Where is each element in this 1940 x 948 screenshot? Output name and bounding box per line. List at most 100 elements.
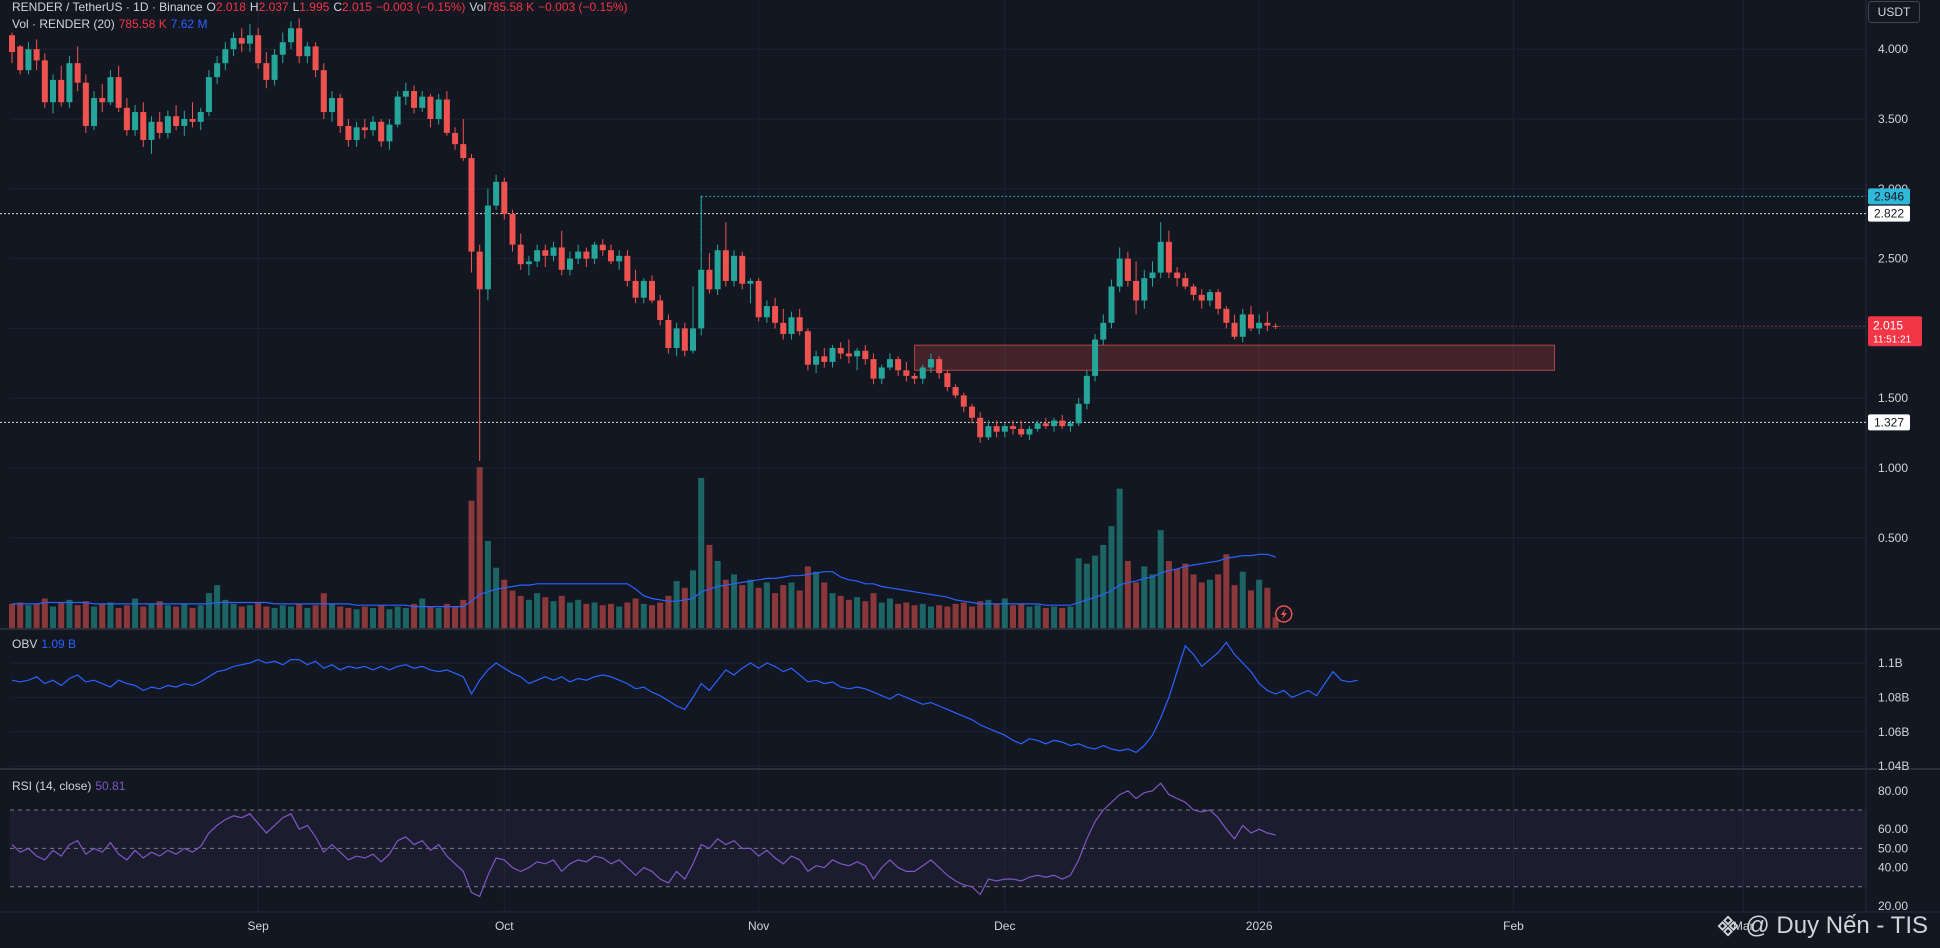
volume-bar bbox=[189, 607, 196, 628]
candle-body bbox=[624, 255, 631, 281]
candle-body bbox=[296, 28, 303, 57]
volume-bar bbox=[115, 607, 122, 628]
watermark-text: @ Duy Nến - TIS bbox=[1745, 912, 1928, 939]
volume-bar bbox=[1042, 607, 1049, 628]
volume-bar bbox=[796, 590, 803, 628]
candle-body bbox=[312, 46, 319, 71]
volume-bar bbox=[591, 602, 598, 628]
volume-bar bbox=[829, 593, 836, 628]
candle-body bbox=[246, 35, 253, 44]
volume-bar bbox=[788, 582, 795, 628]
candle-body bbox=[123, 107, 130, 131]
candle-body bbox=[936, 359, 943, 374]
candle-body bbox=[476, 251, 483, 290]
volume-bar bbox=[9, 603, 15, 628]
volume-bar bbox=[558, 595, 565, 628]
candle-body bbox=[1165, 241, 1172, 273]
candle-body bbox=[747, 280, 754, 284]
volume-bar bbox=[345, 607, 352, 628]
volume-bar bbox=[944, 606, 951, 628]
candle-body bbox=[304, 46, 311, 57]
volume-bar bbox=[599, 605, 606, 628]
volume-bar bbox=[74, 605, 81, 628]
volume-bar bbox=[534, 593, 541, 628]
candle-body bbox=[1092, 339, 1099, 376]
candle-body bbox=[156, 121, 163, 133]
volume-bar bbox=[952, 603, 959, 628]
volume-bar bbox=[1034, 605, 1041, 628]
candle-body bbox=[214, 63, 221, 78]
volume-bar bbox=[132, 598, 139, 628]
volume-indicator-value: 785.58 K bbox=[118, 17, 167, 31]
candle-body bbox=[722, 250, 729, 281]
open-label: O bbox=[206, 0, 216, 14]
candle-body bbox=[1042, 423, 1049, 427]
candle-body bbox=[911, 375, 918, 379]
candle-body bbox=[271, 54, 278, 80]
candle-body bbox=[468, 158, 475, 252]
candle-body bbox=[706, 269, 713, 290]
candle-body bbox=[813, 356, 820, 365]
volume-bar bbox=[903, 602, 910, 628]
candle-body bbox=[402, 91, 409, 97]
volume-bar bbox=[173, 606, 180, 628]
candle-body bbox=[197, 112, 204, 122]
volume-indicator-label[interactable]: Vol · RENDER (20) bbox=[12, 17, 115, 31]
rsi-label[interactable]: RSI (14, close) bbox=[12, 779, 92, 793]
low-value: 1.995 bbox=[299, 0, 330, 14]
volume-bar bbox=[1141, 566, 1148, 628]
candle-body bbox=[1001, 426, 1008, 432]
volume-bar bbox=[99, 603, 106, 628]
volume-bar bbox=[640, 603, 647, 628]
time-tick-label: Oct bbox=[495, 919, 514, 933]
candle-body bbox=[443, 99, 450, 133]
volume-bar bbox=[919, 603, 926, 628]
candle-body bbox=[616, 255, 623, 262]
watermark: @ Duy Nến - TIS bbox=[1717, 912, 1928, 940]
candle-body bbox=[33, 49, 40, 61]
candle-body bbox=[1239, 314, 1246, 337]
candle-body bbox=[173, 116, 180, 126]
volume-bar bbox=[804, 566, 811, 628]
volume-bar bbox=[58, 602, 65, 628]
candle-body bbox=[1157, 241, 1164, 273]
symbol-label[interactable]: RENDER / TetherUS · 1D · Binance bbox=[12, 0, 203, 14]
candle-body bbox=[1182, 278, 1189, 287]
volume-bar bbox=[1075, 558, 1082, 628]
volume-bar bbox=[845, 599, 852, 628]
volume-bar bbox=[1092, 555, 1099, 628]
volume-bar bbox=[517, 595, 524, 628]
rsi-line bbox=[11, 782, 1276, 898]
volume-bar bbox=[1165, 561, 1172, 628]
candle-body bbox=[189, 119, 196, 122]
volume-bar bbox=[1190, 574, 1197, 628]
candle-body bbox=[337, 98, 344, 126]
volume-bar bbox=[632, 598, 639, 628]
volume-bar bbox=[279, 605, 286, 628]
candle-body bbox=[952, 387, 959, 396]
volume-bar bbox=[1231, 585, 1238, 628]
candle-body bbox=[977, 417, 984, 438]
volume-bar bbox=[1010, 605, 1017, 628]
lightning-glyph-icon bbox=[1280, 608, 1287, 620]
candle-body bbox=[870, 359, 877, 379]
volume-ma-line bbox=[12, 553, 1276, 608]
obv-label[interactable]: OBV bbox=[12, 637, 38, 651]
price-tick-label: 0.500 bbox=[1878, 531, 1908, 545]
candle-body bbox=[1026, 428, 1033, 435]
candle-body bbox=[558, 247, 565, 270]
volume-bar bbox=[936, 605, 943, 628]
candle-body bbox=[1174, 272, 1181, 279]
candle-body bbox=[66, 63, 73, 103]
candle-body bbox=[1256, 322, 1263, 329]
currency-button[interactable]: USDT bbox=[1868, 1, 1920, 23]
candle-body bbox=[927, 359, 934, 368]
volume-bar bbox=[312, 605, 319, 628]
candle-body bbox=[9, 35, 15, 52]
volume-bar bbox=[870, 593, 877, 628]
price-legend: RENDER / TetherUS · 1D · Binance O2.018 H2… bbox=[12, 0, 632, 14]
volume-bar bbox=[731, 574, 738, 628]
candle-body bbox=[1149, 272, 1156, 279]
volume-bar bbox=[657, 602, 664, 628]
